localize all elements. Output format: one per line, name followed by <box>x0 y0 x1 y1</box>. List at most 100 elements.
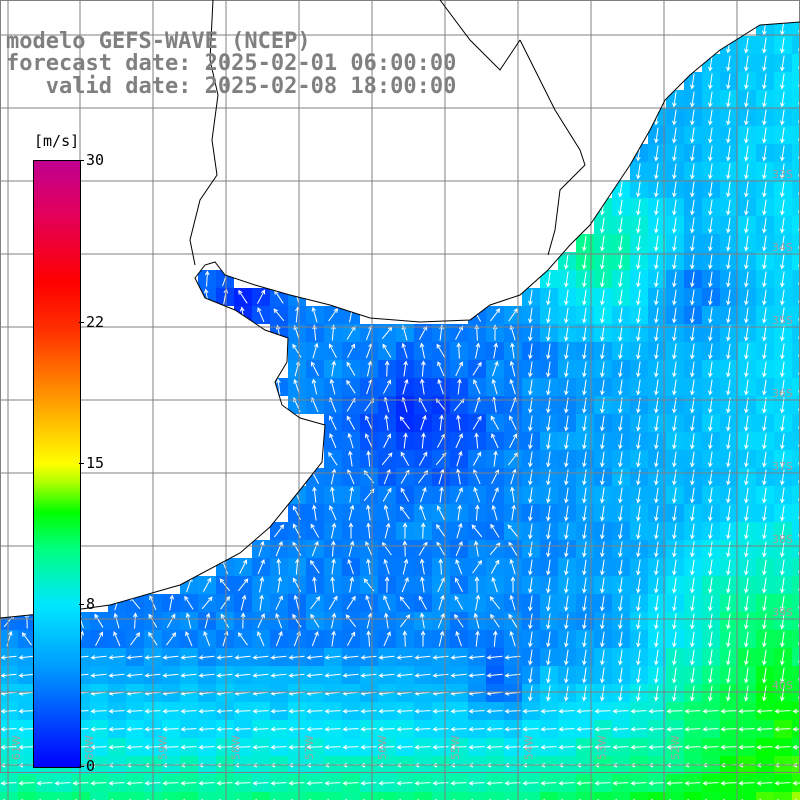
wind-arrow <box>132 612 138 629</box>
wind-arrow <box>473 540 479 557</box>
wind-arrow <box>257 559 265 575</box>
wind-arrow <box>396 780 413 786</box>
wind-arrow <box>576 780 593 786</box>
wind-arrow <box>420 522 426 539</box>
wind-arrow <box>792 744 800 750</box>
wind-speed-cell <box>180 792 198 800</box>
wind-arrow <box>468 673 485 678</box>
wind-speed-cell <box>54 792 72 800</box>
wind-arrow <box>203 630 211 647</box>
wind-arrow <box>672 649 677 666</box>
wind-arrow <box>347 558 354 575</box>
wind-arrow <box>600 559 605 576</box>
wind-arrow <box>780 631 785 648</box>
wind-arrow <box>708 505 713 522</box>
wind-arrow <box>349 576 355 593</box>
wind-arrow <box>708 217 713 234</box>
wind-arrow <box>198 744 215 750</box>
wind-arrow <box>582 613 587 630</box>
wind-arrow <box>618 325 623 342</box>
wind-arrow <box>288 655 305 660</box>
wind-arrow <box>666 726 683 732</box>
wind-arrow <box>672 469 677 486</box>
wind-speed-cell <box>666 792 684 800</box>
wind-arrow <box>198 780 215 786</box>
wind-arrow <box>636 523 641 540</box>
wind-arrow <box>600 325 605 342</box>
wind-arrow <box>546 667 551 684</box>
wind-arrow <box>130 632 141 646</box>
wind-arrow <box>708 253 713 270</box>
wind-arrow <box>564 415 569 432</box>
wind-arrow <box>744 55 749 72</box>
wind-arrow <box>600 343 605 360</box>
wind-arrow <box>234 726 251 732</box>
wind-arrow <box>328 308 339 322</box>
wind-arrow <box>493 630 498 647</box>
wind-arrow <box>636 271 641 288</box>
wind-arrow <box>564 685 569 702</box>
wind-arrow <box>648 744 665 750</box>
wind-arrow <box>198 673 215 678</box>
wind-arrow <box>582 235 587 252</box>
wind-arrow <box>690 469 695 486</box>
colorbar-tick-mark <box>79 766 84 767</box>
wind-speed-cell <box>18 792 36 800</box>
colorbar-tick-label: 30 <box>86 151 105 169</box>
wind-arrow <box>0 673 17 678</box>
wind-arrow <box>288 744 305 750</box>
wind-arrow <box>762 307 767 324</box>
wind-arrow <box>690 181 695 198</box>
wind-arrow <box>600 289 605 306</box>
wind-arrow <box>582 379 587 396</box>
wind-arrow <box>654 235 659 252</box>
wind-arrow <box>0 780 17 786</box>
wind-arrow <box>94 613 104 628</box>
wind-arrow <box>383 504 390 521</box>
wind-arrow <box>330 468 337 485</box>
wind-arrow <box>185 631 193 647</box>
wind-arrow <box>600 307 605 324</box>
wind-arrow <box>475 342 481 359</box>
wind-arrow <box>726 667 731 684</box>
wind-arrow <box>528 685 533 702</box>
wind-arrow <box>762 541 767 558</box>
wind-arrow <box>329 415 337 431</box>
wind-arrow <box>690 235 695 252</box>
wind-arrow <box>726 541 731 558</box>
wind-arrow <box>546 595 551 612</box>
wind-arrow <box>383 558 390 575</box>
wind-arrow <box>474 504 480 521</box>
wind-arrow <box>180 780 197 786</box>
wind-arrow <box>18 655 35 660</box>
wind-arrow <box>726 325 731 342</box>
wind-speed-cell <box>612 792 630 800</box>
wind-arrow <box>18 780 35 786</box>
wind-arrow <box>126 655 143 660</box>
wind-arrow <box>324 780 341 786</box>
wind-speed-cell <box>792 36 800 54</box>
wind-arrow <box>582 451 587 468</box>
wind-arrow <box>582 325 587 342</box>
wind-arrow <box>509 630 516 647</box>
wind-arrow <box>288 726 305 732</box>
wind-arrow <box>486 708 503 714</box>
wind-speed-cell <box>792 324 800 342</box>
wind-speed-cell <box>432 792 450 800</box>
wind-arrow <box>348 522 354 539</box>
wind-arrow <box>744 109 749 126</box>
wind-arrow <box>216 726 233 732</box>
wind-arrow <box>672 667 677 684</box>
wind-arrow <box>618 523 623 540</box>
wind-arrow <box>726 613 731 630</box>
wind-arrow <box>180 673 197 678</box>
wind-arrow <box>648 708 665 714</box>
wind-arrow <box>672 379 677 396</box>
wind-arrow <box>690 379 695 396</box>
wind-arrow <box>618 649 623 666</box>
wind-arrow <box>528 613 533 630</box>
wind-speed-cell <box>792 252 800 270</box>
wind-arrow <box>582 577 587 594</box>
wind-arrow <box>472 415 482 430</box>
